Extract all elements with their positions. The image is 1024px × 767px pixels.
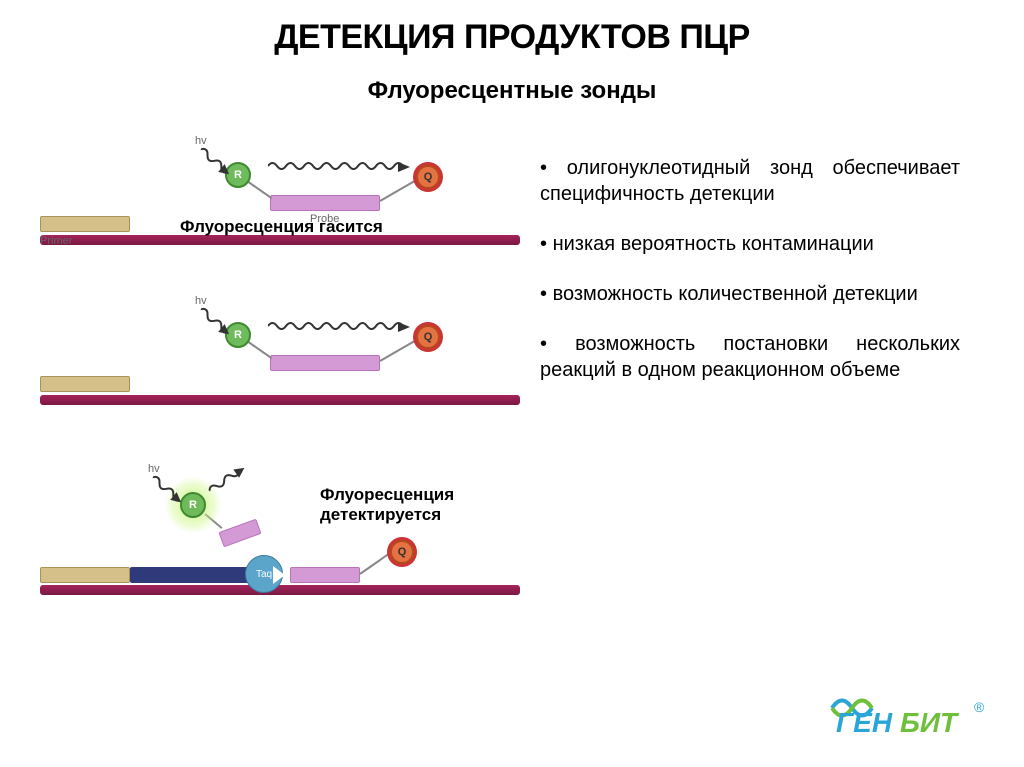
primer-label: Primer [40,235,72,247]
text-column: олигонуклеотидный зонд обеспечивает спец… [530,135,990,645]
bullet-item: олигонуклеотидный зонд обеспечивает спец… [540,155,960,207]
linker [246,180,272,199]
logo: ГЕН БИТ ® [824,682,1004,747]
svg-text:ГЕН: ГЕН [836,707,893,738]
logo-svg: ГЕН БИТ ® [824,682,1004,742]
incoming-wave-icon [200,143,240,162]
subtitle: Флуоресцентные зонды [0,77,1024,105]
energy-transfer-arrow-icon [268,160,412,179]
diagram-panel: RQhv [40,295,530,435]
linker [246,340,272,359]
quencher-circle: Q [416,165,440,189]
dna-template-strand [40,395,520,405]
energy-transfer-arrow-icon [268,320,412,339]
incoming-wave-icon [200,303,240,322]
svg-text:БИТ: БИТ [900,707,960,738]
panel-caption: Флуоресценция гасится [180,217,383,237]
emitted-wave-icon [210,485,254,504]
primer-block [40,376,130,392]
probe-block [270,195,380,211]
dna-template-strand [40,585,520,595]
linker [380,180,416,202]
taq-polymerase: Taq [245,555,283,593]
bullet-item: возможность постановки нескольких реакци… [540,331,960,383]
content-row: PrimerProbeRQhvФлуоресценция гасится RQhv… [0,135,1024,645]
page-title: ДЕТЕКЦИЯ ПРОДУКТОВ ПЦР [0,0,1024,57]
incoming-wave-icon [152,471,192,490]
probe-block [270,355,380,371]
linker [380,340,416,362]
diagram-column: PrimerProbeRQhvФлуоресценция гасится RQhv… [0,135,530,645]
quencher-circle: Q [390,540,414,564]
primer-block [40,567,130,583]
bullet-item: низкая вероятность контаминации [540,231,960,257]
cleaved-probe-fragment [218,519,261,548]
svg-text:®: ® [974,699,985,715]
probe-remainder [290,567,360,583]
bullet-item: возможность количественной детекции [540,281,960,307]
diagram-panel: TaqQRhvФлуоресценция детектируется [40,455,530,625]
new-strand [130,567,260,583]
panel-caption: Флуоресценция детектируется [320,485,520,525]
quencher-circle: Q [416,325,440,349]
diagram-panel: PrimerProbeRQhvФлуоресценция гасится [40,135,530,275]
linker [359,553,390,575]
primer-block [40,216,130,232]
